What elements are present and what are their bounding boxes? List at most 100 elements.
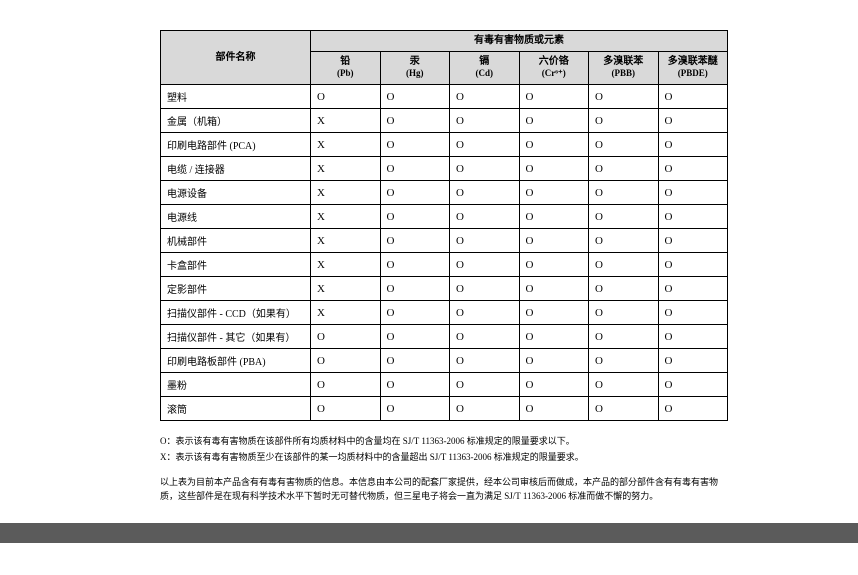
value-cell: O — [450, 277, 520, 301]
value-cell: O — [450, 301, 520, 325]
value-cell: O — [380, 157, 450, 181]
value-cell: O — [658, 229, 728, 253]
value-cell: O — [658, 373, 728, 397]
table-row: 墨粉OOOOOO — [161, 373, 728, 397]
part-name-cell: 墨粉 — [161, 373, 311, 397]
value-cell: O — [380, 349, 450, 373]
value-cell: O — [519, 85, 589, 109]
table-row: 扫描仪部件 - CCD（如果有）XOOOOO — [161, 301, 728, 325]
value-cell: O — [311, 373, 381, 397]
value-cell: O — [380, 301, 450, 325]
value-cell: O — [519, 133, 589, 157]
table-row: 电源设备XOOOOO — [161, 181, 728, 205]
value-cell: O — [311, 349, 381, 373]
part-name-cell: 塑料 — [161, 85, 311, 109]
value-cell: X — [311, 205, 381, 229]
value-cell: O — [519, 397, 589, 421]
value-cell: O — [589, 325, 659, 349]
value-cell: O — [519, 325, 589, 349]
part-name-cell: 定影部件 — [161, 277, 311, 301]
table-row: 定影部件XOOOOO — [161, 277, 728, 301]
value-cell: X — [311, 133, 381, 157]
value-cell: O — [380, 181, 450, 205]
value-cell: X — [311, 109, 381, 133]
value-cell: O — [380, 325, 450, 349]
value-cell: O — [589, 253, 659, 277]
note-o: O：表示该有毒有害物质在该部件所有均质材料中的含量均在 SJ/T 11363-2… — [160, 435, 728, 449]
note-paragraph: 以上表为目前本产品含有有毒有害物质的信息。本信息由本公司的配套厂家提供，经本公司… — [160, 476, 728, 503]
part-name-cell: 扫描仪部件 - CCD（如果有） — [161, 301, 311, 325]
value-cell: O — [589, 109, 659, 133]
value-cell: O — [589, 349, 659, 373]
value-cell: O — [658, 181, 728, 205]
value-cell: O — [450, 253, 520, 277]
substances-table: 部件名称 有毒有害物质或元素 铅(Pb) 汞(Hg) 镉(Cd) 六价铬(Cr⁶… — [160, 30, 728, 421]
part-name-cell: 电缆 / 连接器 — [161, 157, 311, 181]
header-col-pbde: 多溴联苯醚(PBDE) — [658, 52, 728, 85]
header-col-hg: 汞(Hg) — [380, 52, 450, 85]
value-cell: O — [519, 277, 589, 301]
note-x: X：表示该有毒有害物质至少在该部件的某一均质材料中的含量超出 SJ/T 1136… — [160, 451, 728, 465]
value-cell: O — [658, 253, 728, 277]
footer-bar — [0, 523, 858, 543]
value-cell: O — [589, 229, 659, 253]
part-name-cell: 印刷电路部件 (PCA) — [161, 133, 311, 157]
value-cell: O — [450, 85, 520, 109]
value-cell: O — [658, 301, 728, 325]
value-cell: O — [658, 109, 728, 133]
value-cell: O — [658, 157, 728, 181]
value-cell: O — [658, 133, 728, 157]
value-cell: X — [311, 229, 381, 253]
value-cell: O — [380, 229, 450, 253]
value-cell: O — [589, 301, 659, 325]
value-cell: O — [311, 85, 381, 109]
value-cell: O — [658, 85, 728, 109]
value-cell: O — [589, 157, 659, 181]
value-cell: O — [519, 301, 589, 325]
value-cell: O — [450, 373, 520, 397]
value-cell: O — [380, 397, 450, 421]
table-row: 印刷电路板部件 (PBA)OOOOOO — [161, 349, 728, 373]
value-cell: O — [658, 397, 728, 421]
part-name-cell: 扫描仪部件 - 其它（如果有） — [161, 325, 311, 349]
value-cell: O — [589, 205, 659, 229]
value-cell: O — [450, 205, 520, 229]
value-cell: O — [658, 277, 728, 301]
table-row: 滚筒OOOOOO — [161, 397, 728, 421]
value-cell: O — [450, 133, 520, 157]
value-cell: O — [450, 157, 520, 181]
header-col-pbb: 多溴联苯(PBB) — [589, 52, 659, 85]
table-row: 金属（机箱）XOOOOO — [161, 109, 728, 133]
table-row: 机械部件XOOOOO — [161, 229, 728, 253]
value-cell: O — [519, 157, 589, 181]
header-col-pb: 铅(Pb) — [311, 52, 381, 85]
value-cell: X — [311, 277, 381, 301]
table-row: 电缆 / 连接器XOOOOO — [161, 157, 728, 181]
notes-block: O：表示该有毒有害物质在该部件所有均质材料中的含量均在 SJ/T 11363-2… — [160, 435, 728, 503]
part-name-cell: 电源线 — [161, 205, 311, 229]
part-name-cell: 电源设备 — [161, 181, 311, 205]
part-name-cell: 卡盒部件 — [161, 253, 311, 277]
value-cell: O — [450, 397, 520, 421]
value-cell: O — [589, 133, 659, 157]
value-cell: O — [380, 109, 450, 133]
value-cell: X — [311, 301, 381, 325]
value-cell: O — [450, 349, 520, 373]
value-cell: O — [380, 85, 450, 109]
value-cell: O — [311, 325, 381, 349]
value-cell: O — [519, 229, 589, 253]
table-row: 印刷电路部件 (PCA)XOOOOO — [161, 133, 728, 157]
header-group: 有毒有害物质或元素 — [311, 31, 728, 52]
table-row: 电源线XOOOOO — [161, 205, 728, 229]
value-cell: O — [589, 181, 659, 205]
value-cell: O — [658, 349, 728, 373]
value-cell: O — [380, 277, 450, 301]
value-cell: O — [380, 133, 450, 157]
value-cell: O — [519, 373, 589, 397]
header-col-cd: 镉(Cd) — [450, 52, 520, 85]
value-cell: O — [519, 205, 589, 229]
substances-table-wrap: 部件名称 有毒有害物质或元素 铅(Pb) 汞(Hg) 镉(Cd) 六价铬(Cr⁶… — [160, 30, 728, 421]
value-cell: O — [589, 277, 659, 301]
value-cell: O — [450, 109, 520, 133]
part-name-cell: 金属（机箱） — [161, 109, 311, 133]
